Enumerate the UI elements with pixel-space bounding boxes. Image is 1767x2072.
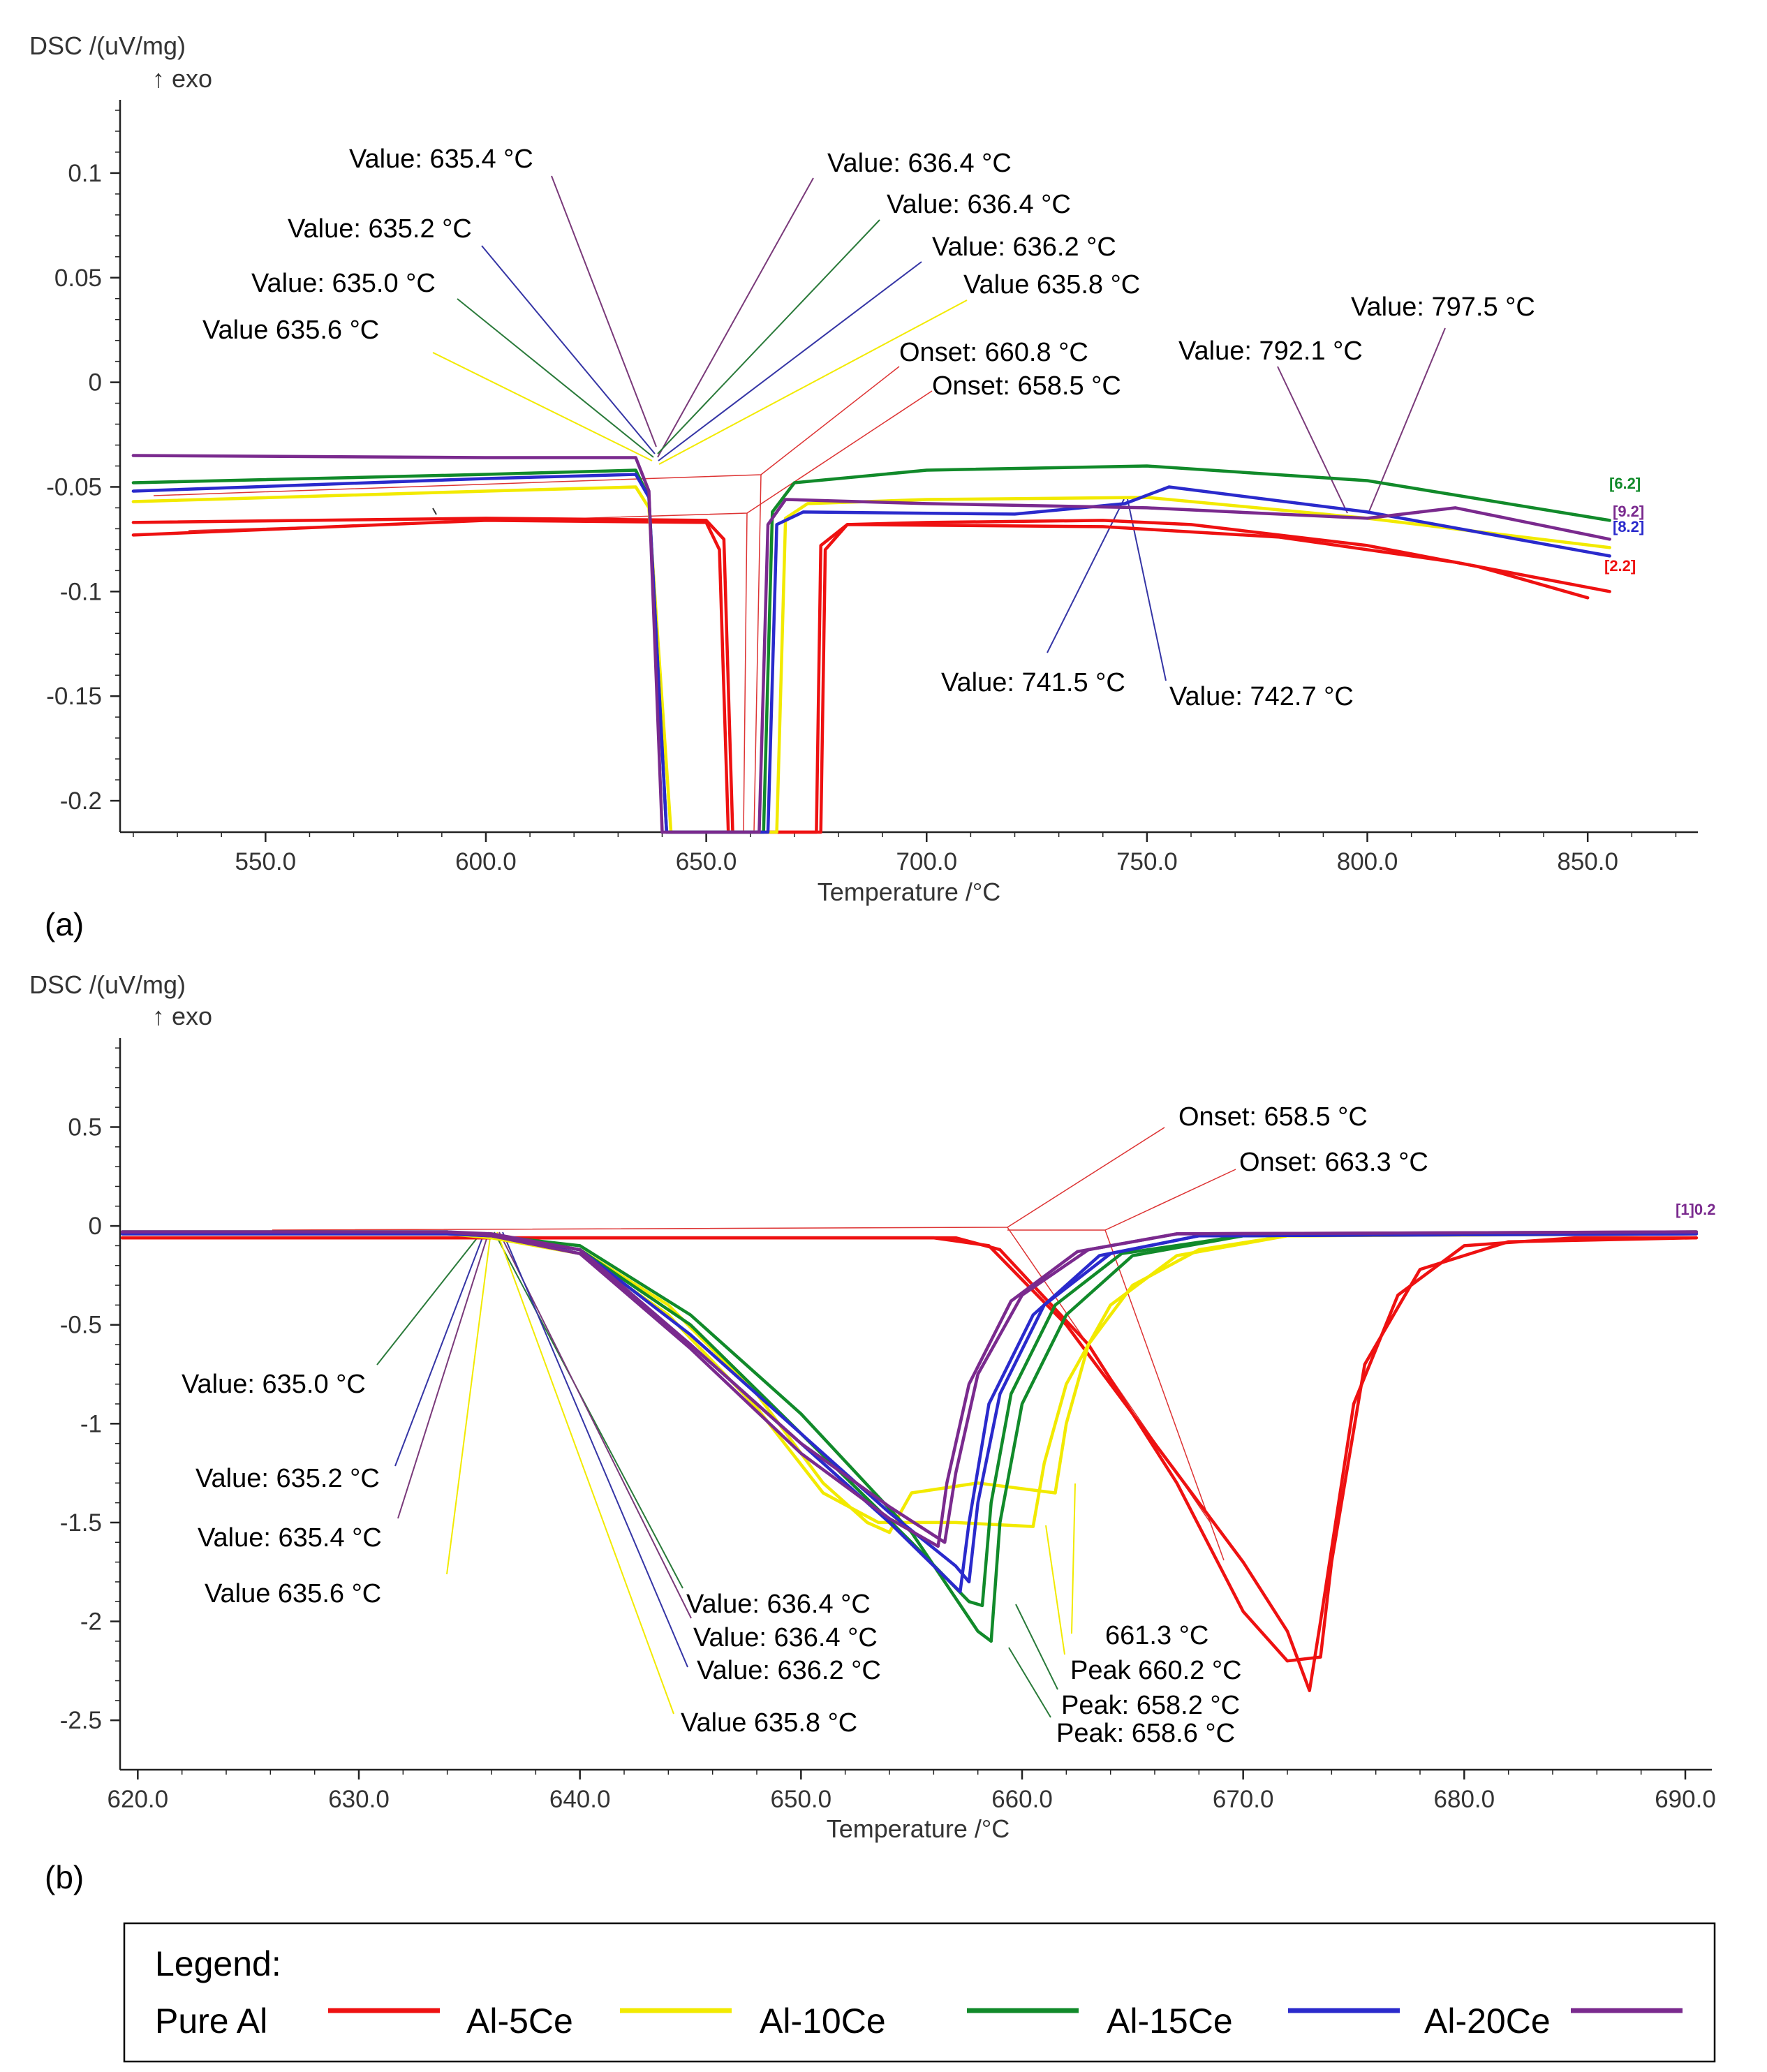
panel-a-y-tick-label: -0.05 bbox=[46, 473, 102, 501]
panel-a-chart: DSC /(uV/mg) ↑ exo 0.1 0.05 0 -0.05 -0.1 -0.1… bbox=[29, 31, 1698, 942]
panel-b-annotation: Value: 636.4 °C bbox=[693, 1623, 878, 1652]
series-line-al-20ce bbox=[120, 1230, 1699, 1548]
panel-b-x-tick-label: 640.0 bbox=[549, 1786, 611, 1813]
series-line-al-15ce bbox=[131, 473, 1611, 834]
panel-b-annotation: Value: 636.2 °C bbox=[697, 1656, 881, 1685]
panel-a-annotation: Value: 636.4 °C bbox=[827, 149, 1012, 178]
series-line-al-20ce bbox=[120, 1230, 1699, 1544]
panel-b-y-tick-label: -2 bbox=[80, 1608, 102, 1636]
panel-a-annotation: Value 635.6 °C bbox=[202, 316, 379, 345]
panel-a-annotation: Value: 636.4 °C bbox=[887, 190, 1071, 219]
series-line-al-20ce bbox=[131, 454, 1611, 834]
panel-b-annotation: Onset: 663.3 °C bbox=[1239, 1148, 1428, 1177]
panel-b-annotation: 661.3 °C bbox=[1105, 1621, 1208, 1650]
legend-label-al-10ce: Al-10Ce bbox=[760, 2001, 886, 2041]
panel-a-x-tick-label: 750.0 bbox=[1116, 848, 1178, 875]
panel-a-x-tick-label: 550.0 bbox=[235, 848, 297, 875]
series-line-al-5ce bbox=[131, 485, 1611, 834]
panel-b-x-tick-label: 620.0 bbox=[108, 1786, 169, 1813]
panel-a-end-tag: [9.2] bbox=[1613, 503, 1644, 520]
panel-b-annotation: Peak 660.2 °C bbox=[1070, 1656, 1241, 1685]
panel-b-xlabel: Temperature /°C bbox=[827, 1814, 1010, 1843]
panel-a-x-tick-label: 600.0 bbox=[455, 848, 517, 875]
legend-label-pure-al: Pure Al bbox=[155, 2001, 267, 2041]
panel-a-x-tick-label: 850.0 bbox=[1557, 848, 1618, 875]
panel-b-y-tick-label: 0.5 bbox=[68, 1113, 102, 1141]
panel-b-x-tick-label: 670.0 bbox=[1213, 1786, 1274, 1813]
panel-a-xlabel: Temperature /°C bbox=[818, 878, 1001, 906]
panel-a-y-tick-label: 0 bbox=[89, 369, 102, 397]
panel-b-ylabel: DSC /(uV/mg) bbox=[29, 970, 186, 999]
legend: Legend: Pure Al Al-5Ce Al-10Ce Al-15Ce Al-20… bbox=[123, 1922, 1716, 2063]
panel-a-x-tick-label: 700.0 bbox=[896, 848, 957, 875]
legend-label-al-20ce: Al-20Ce bbox=[1424, 2001, 1551, 2041]
panel-a-annotation: Value: 741.5 °C bbox=[941, 668, 1125, 697]
legend-title: Legend: bbox=[155, 1944, 281, 1983]
series-line-pure-al bbox=[120, 1236, 1699, 1663]
panel-a-end-tag: [6.2] bbox=[1609, 475, 1641, 492]
panel-b-x-tick-label: 650.0 bbox=[771, 1786, 832, 1813]
panel-b-y-tick-label: -1.5 bbox=[60, 1509, 102, 1537]
panel-a-x-tick-label: 650.0 bbox=[676, 848, 737, 875]
series-line-al-10ce bbox=[131, 464, 1611, 834]
legend-label-al-15ce: Al-15Ce bbox=[1107, 2001, 1233, 2041]
panel-a-annotation: Value: 742.7 °C bbox=[1169, 682, 1354, 711]
panel-a-y-tick-label: 0.05 bbox=[54, 265, 102, 292]
panel-a-ylabel-sub: ↑ exo bbox=[152, 64, 212, 93]
panel-b-annotation: Value 635.6 °C bbox=[205, 1579, 381, 1608]
panel-b-x-tick-label: 660.0 bbox=[991, 1786, 1053, 1813]
panel-b-label: (b) bbox=[45, 1859, 84, 1895]
panel-a-annotation: Value 635.8 °C bbox=[963, 270, 1140, 299]
panel-b-annotation: Value: 635.4 °C bbox=[198, 1523, 382, 1553]
series-line-pure-al bbox=[131, 519, 1611, 834]
panel-a-label: (a) bbox=[45, 906, 84, 942]
panel-a-annotation: Value: 636.2 °C bbox=[932, 232, 1116, 262]
panel-b-annotation: Peak: 658.2 °C bbox=[1061, 1691, 1240, 1720]
panel-b-annotation: Onset: 658.5 °C bbox=[1178, 1102, 1368, 1132]
panel-a-annotation: Value: 797.5 °C bbox=[1351, 293, 1535, 322]
panel-a-annotation: Value: 792.1 °C bbox=[1178, 336, 1363, 366]
panel-b-annotation: Value: 635.0 °C bbox=[182, 1370, 366, 1399]
panel-b-y-tick-label: 0 bbox=[89, 1213, 102, 1240]
panel-b-ylabel-sub: ↑ exo bbox=[152, 1002, 212, 1030]
panel-b-annotation: Value 635.8 °C bbox=[681, 1708, 857, 1738]
panel-b-y-tick-label: -2.5 bbox=[60, 1707, 102, 1734]
panel-a-end-tag: [2.2] bbox=[1604, 557, 1636, 575]
series-line-pure-al bbox=[131, 517, 1590, 834]
panel-a-y-tick-label: -0.2 bbox=[60, 787, 102, 815]
panel-b-annotation: Peak: 658.6 °C bbox=[1056, 1719, 1235, 1748]
panel-b-y-tick-label: -0.5 bbox=[60, 1312, 102, 1339]
panel-a-annotation: Value: 635.2 °C bbox=[288, 214, 472, 244]
panel-b-annotation: Value: 635.2 °C bbox=[195, 1464, 380, 1493]
panel-b-y-tick-label: -1 bbox=[80, 1410, 102, 1437]
panel-b-chart: DSC /(uV/mg) ↑ exo 0.50-0.5-1-1.5-2-2.5 … bbox=[29, 970, 1716, 1895]
panel-a-end-tag: [8.2] bbox=[1613, 518, 1644, 535]
panel-b-x-tick-label: 680.0 bbox=[1434, 1786, 1495, 1813]
panel-a-annotation: Value: 635.0 °C bbox=[251, 269, 436, 298]
panel-a-y-tick-label: -0.1 bbox=[60, 578, 102, 605]
legend-label-al-5ce: Al-5Ce bbox=[466, 2001, 573, 2041]
panel-b-x-tick-label: 630.0 bbox=[328, 1786, 390, 1813]
panel-a-y-tick-label: 0.1 bbox=[68, 160, 102, 187]
panel-a-x-tick-label: 800.0 bbox=[1337, 848, 1398, 875]
panel-a-ylabel: DSC /(uV/mg) bbox=[29, 31, 186, 60]
panel-a-annotation: Value: 635.4 °C bbox=[349, 145, 533, 174]
panel-a-y-tick-label: -0.15 bbox=[46, 683, 102, 710]
panel-b-end-tag: [1]0.2 bbox=[1676, 1201, 1715, 1218]
panel-b-annotation: Value: 636.4 °C bbox=[686, 1590, 871, 1619]
panel-a-annotation: Onset: 658.5 °C bbox=[932, 371, 1121, 401]
panel-b-x-tick-label: 690.0 bbox=[1655, 1786, 1716, 1813]
panel-a-annotation: Onset: 660.8 °C bbox=[899, 338, 1088, 367]
legend-box bbox=[123, 1922, 1716, 2063]
